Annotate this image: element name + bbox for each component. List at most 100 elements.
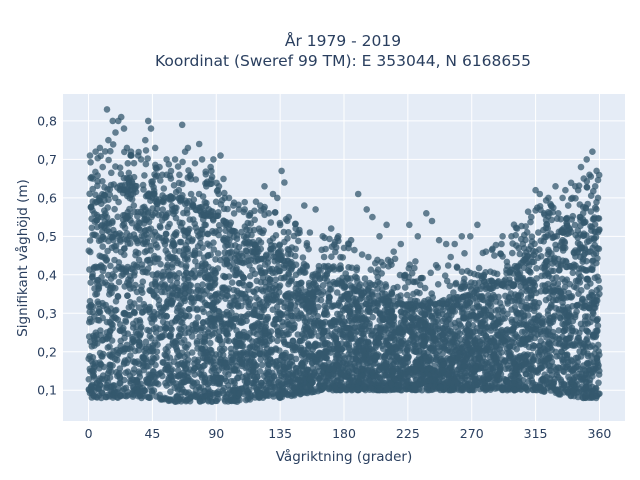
data-point [326, 286, 334, 293]
data-point [340, 370, 348, 378]
data-point [149, 271, 156, 279]
data-point [253, 330, 260, 338]
data-point [572, 262, 579, 269]
scatter-points [85, 106, 603, 406]
data-point [558, 348, 565, 355]
data-point [589, 257, 596, 265]
data-point [578, 265, 585, 272]
data-point [298, 352, 306, 359]
data-point [167, 388, 174, 396]
data-point [590, 235, 598, 242]
data-point [267, 346, 275, 354]
data-point [152, 373, 159, 381]
data-point [589, 314, 597, 322]
data-point [135, 249, 142, 257]
data-point [244, 388, 251, 395]
data-point [104, 247, 111, 255]
data-point [544, 311, 552, 318]
data-point [293, 295, 301, 303]
data-point [209, 358, 217, 365]
data-point [374, 374, 381, 381]
data-point [87, 279, 94, 286]
data-point [93, 380, 100, 387]
data-point [541, 371, 548, 379]
data-point [265, 361, 273, 368]
data-point [111, 194, 119, 202]
data-point [95, 300, 102, 308]
data-point [535, 366, 543, 373]
data-point [229, 323, 237, 330]
data-point [544, 384, 552, 392]
data-point [175, 373, 182, 380]
data-point [357, 295, 364, 303]
data-point [137, 330, 144, 338]
data-point [369, 313, 377, 321]
data-point [463, 299, 470, 307]
data-point [225, 390, 232, 397]
data-point [185, 306, 193, 313]
data-point [196, 230, 204, 238]
data-point [372, 355, 379, 362]
data-point [112, 246, 120, 254]
data-point [136, 296, 143, 303]
data-point [115, 263, 123, 271]
data-point [283, 357, 290, 365]
data-point [452, 323, 460, 331]
data-point [564, 304, 572, 311]
data-point [465, 321, 472, 328]
data-point [188, 295, 195, 302]
chart-title-line2: Koordinat (Sweref 99 TM): E 353044, N 61… [155, 52, 531, 70]
data-point [268, 291, 275, 298]
data-point [168, 326, 175, 333]
data-point [232, 312, 240, 320]
data-point [573, 284, 580, 292]
data-point [262, 283, 270, 291]
data-point [123, 392, 130, 400]
data-point [305, 279, 313, 287]
data-point [103, 381, 111, 389]
data-point [365, 327, 373, 335]
data-point [170, 232, 177, 240]
data-point [199, 324, 207, 332]
data-point [121, 245, 128, 252]
data-point [146, 347, 154, 355]
data-point [345, 329, 352, 337]
data-point [351, 309, 358, 317]
data-point [247, 366, 255, 374]
data-point [568, 378, 576, 385]
data-point [519, 276, 527, 283]
data-point [588, 299, 595, 307]
data-point [191, 356, 198, 363]
data-point [315, 289, 323, 296]
data-point [285, 270, 292, 277]
data-point [262, 320, 269, 327]
data-point [317, 296, 325, 304]
data-point [235, 332, 243, 340]
data-point [160, 304, 168, 312]
data-point [482, 306, 489, 314]
data-point [261, 261, 269, 268]
data-point [101, 376, 109, 383]
data-point [541, 265, 548, 272]
data-point [439, 331, 447, 339]
data-point [232, 338, 239, 346]
data-point [128, 196, 136, 203]
data-point [111, 205, 118, 213]
data-point [322, 378, 330, 386]
data-point [112, 389, 120, 396]
data-point [265, 379, 273, 387]
data-point [294, 389, 301, 396]
data-point [194, 362, 202, 370]
data-point [87, 248, 94, 256]
data-point [486, 353, 494, 361]
data-point [178, 349, 186, 357]
data-point [112, 284, 119, 292]
data-point [570, 340, 578, 348]
data-point [280, 331, 287, 339]
data-point [132, 359, 139, 367]
data-point [108, 353, 116, 361]
data-point [593, 297, 601, 305]
data-point [578, 325, 586, 332]
data-point [590, 331, 598, 339]
data-point [159, 372, 166, 380]
